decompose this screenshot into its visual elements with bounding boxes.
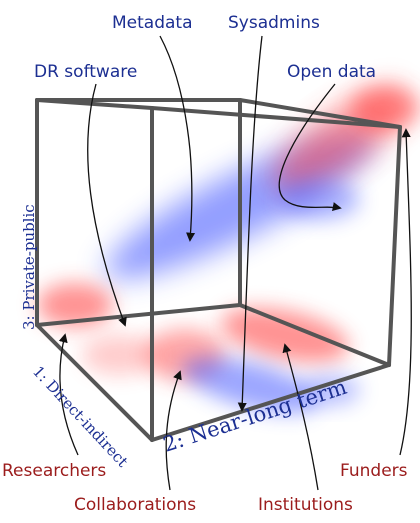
open-data-blob-blue [280, 180, 360, 220]
label-open-data: Open data [287, 62, 376, 82]
arrow-sysadmins [237, 35, 263, 412]
arrow-researchers [58, 333, 79, 456]
cube-edge [35, 303, 242, 327]
label-researchers: Researchers [2, 461, 106, 481]
institutions-blob-blue [300, 374, 360, 406]
arrow-institutions [282, 343, 319, 491]
arrows [58, 35, 412, 491]
institutions-blob-red [221, 307, 349, 363]
cube-edge [35, 323, 154, 442]
label-metadata: Metadata [112, 13, 193, 33]
axis1-label: 1: Direct-indirect [29, 362, 132, 470]
arrow-funders [399, 128, 412, 456]
cube-edge [387, 125, 402, 367]
arrow-dr-software [87, 83, 127, 327]
funders-blob-red [351, 86, 419, 130]
cube-edge [150, 363, 391, 442]
label-dr-software: DR software [34, 62, 137, 82]
arrow-collaborations [165, 370, 182, 491]
arrow-metadata [159, 35, 196, 242]
cube-edge [150, 106, 402, 129]
cube-frame [35, 98, 402, 442]
label-institutions: Institutions [258, 495, 353, 515]
label-collaborations: Collaborations [74, 495, 196, 515]
cube-edge [238, 303, 391, 367]
cube-edge [238, 98, 402, 129]
researchers-blob-red [37, 283, 113, 327]
axis3-label: 3: Private-public [20, 204, 38, 330]
direct-blob-red [82, 335, 158, 375]
label-sysadmins: Sysadmins [228, 13, 320, 33]
arrow-open-data [278, 83, 342, 212]
label-funders: Funders [340, 461, 408, 481]
